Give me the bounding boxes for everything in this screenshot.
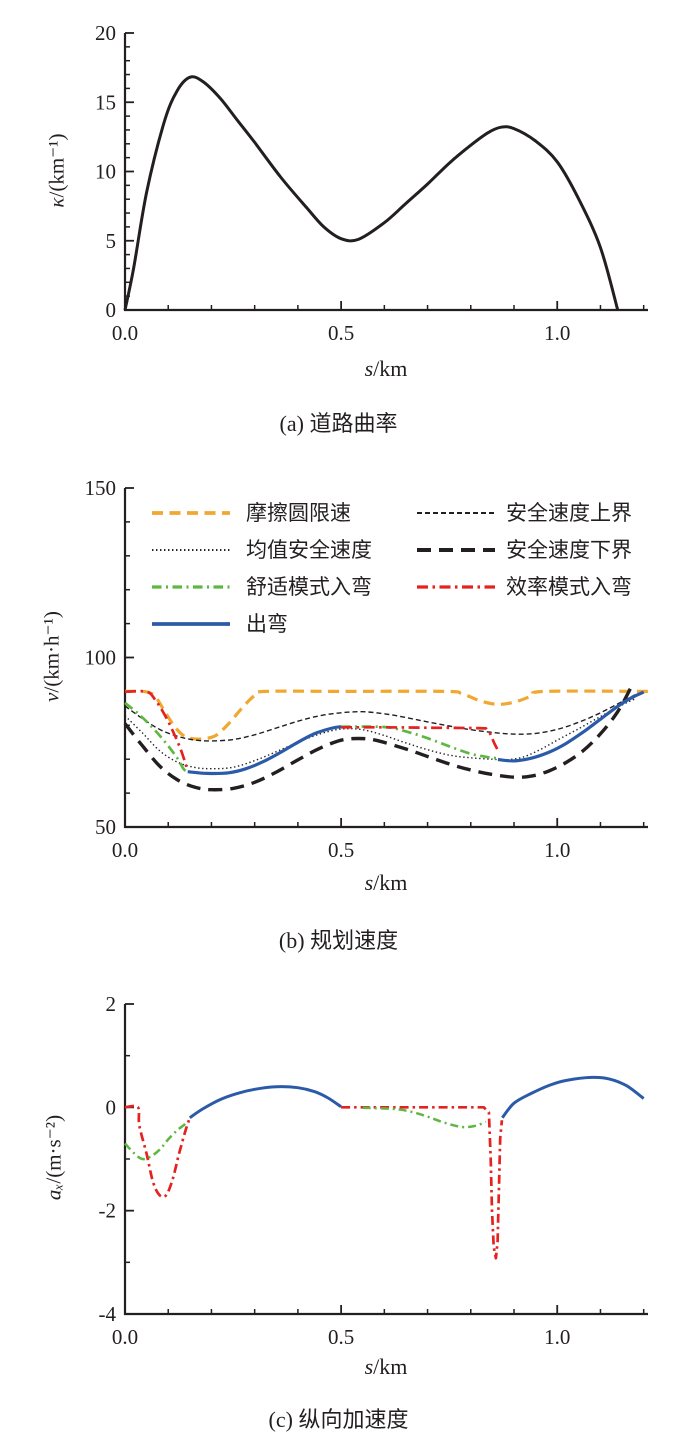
chart-a-caption: (a) 道路曲率 [279, 411, 398, 436]
y-tick-label: 20 [95, 21, 116, 45]
x-tick-label: 1.0 [544, 838, 570, 862]
legend-label-均值安全速度: 均值安全速度 [246, 538, 372, 562]
y-tick-label: 50 [95, 815, 116, 839]
chart-b-x-axis-label: s/km [236, 870, 536, 896]
legend-label-摩擦圆限速: 摩擦圆限速 [246, 501, 351, 525]
x-tick-label: 0.0 [112, 1325, 138, 1349]
y-tick-label: -2 [99, 1199, 117, 1223]
series-效率模式入弯 [341, 1105, 504, 1260]
series-出弯 [497, 690, 645, 763]
x-tick-label: 0.5 [328, 838, 354, 862]
series-效率模式入弯 [124, 1104, 192, 1199]
chart-a-x-axis-label: s/km [236, 356, 536, 382]
chart-c-caption: (c) 纵向加速度 [268, 1407, 409, 1432]
chart-a-y-var: κ [44, 197, 69, 208]
chart-a-y-unit: /(km⁻¹) [44, 133, 69, 198]
chart-a: 0 5 10 15 20 0.0 0.5 1.0 [95, 21, 648, 345]
chart-b: 50 100 150 0.0 0.5 1.0 [85, 476, 649, 862]
series-道路曲率 [123, 75, 620, 311]
series-出弯 [501, 1075, 645, 1119]
chart-c-y-unit: /(m·s⁻²) [41, 1114, 66, 1184]
y-tick-label: 5 [106, 229, 117, 253]
x-tick-label: 1.0 [544, 1325, 570, 1349]
chart-c-y-var: aₓ [41, 1183, 66, 1201]
series-安全速度下界 [123, 687, 633, 792]
series-舒适模式入弯 [124, 1122, 187, 1161]
series-效率模式入弯 [341, 725, 499, 751]
legend-swatch-摩擦圆限速 [152, 511, 230, 515]
chart-c-axes [123, 1004, 648, 1316]
chart-b-caption: (b) 规划速度 [278, 928, 399, 953]
y-tick-label: 0 [106, 298, 117, 322]
series-出弯 [188, 1085, 342, 1119]
legend-swatch-安全速度下界 [417, 548, 495, 552]
chart-a-x-unit: /km [373, 356, 408, 381]
series-舒适模式入弯 [124, 701, 189, 773]
chart-c: -4 -2 0 2 0.0 0.5 1.0 [99, 992, 648, 1349]
y-tick-label: 150 [85, 476, 117, 500]
chart-c-y-axis-label: aₓ/(m·s⁻²) [42, 1028, 67, 1288]
series-均值安全速度 [124, 698, 636, 770]
x-tick-label: 1.0 [544, 321, 570, 345]
legend-swatch-均值安全速度 [152, 549, 230, 551]
legend-swatch-出弯 [152, 622, 230, 626]
legend-label-效率模式入弯: 效率模式入弯 [506, 575, 632, 599]
series-摩擦圆限速 [124, 689, 649, 741]
y-tick-label: 100 [85, 646, 117, 670]
series-出弯 [187, 725, 342, 776]
y-tick-label: -4 [99, 1302, 117, 1326]
y-tick-label: 2 [106, 992, 117, 1016]
chart-b-x-unit: /km [373, 870, 408, 895]
legend-label-安全速度上界: 安全速度上界 [506, 501, 632, 525]
chart-b-x-var: s [364, 870, 374, 895]
y-tick-label: 15 [95, 90, 116, 114]
x-tick-label: 0.0 [112, 321, 138, 345]
x-tick-label: 0.5 [328, 1325, 354, 1349]
chart-a-axes [123, 33, 648, 312]
legend-swatch-舒适模式入弯 [152, 585, 230, 589]
legend-label-出弯: 出弯 [246, 612, 288, 636]
y-tick-label: 10 [95, 160, 116, 184]
chart-c-x-axis-label: s/km [236, 1354, 536, 1380]
chart-b-y-axis-label: v/(km·h⁻¹) [40, 527, 65, 787]
legend-swatch-安全速度上界 [417, 512, 495, 514]
chart-c-x-var: s [364, 1354, 374, 1379]
chart-a-y-axis-label: κ/(km⁻¹) [45, 41, 70, 301]
legend-swatch-效率模式入弯 [417, 585, 495, 589]
chart-b-y-var: v [39, 692, 64, 702]
series-效率模式入弯 [124, 689, 189, 772]
chart-b-y-unit: /(km·h⁻¹) [39, 611, 64, 693]
y-tick-label: 0 [106, 1095, 117, 1119]
chart-c-x-unit: /km [373, 1354, 408, 1379]
legend-label-安全速度下界: 安全速度下界 [506, 538, 632, 562]
series-舒适模式入弯 [362, 1106, 487, 1129]
x-tick-label: 0.5 [328, 321, 354, 345]
x-tick-label: 0.0 [112, 838, 138, 862]
legend-label-舒适模式入弯: 舒适模式入弯 [246, 575, 372, 599]
chart-a-x-var: s [364, 356, 374, 381]
